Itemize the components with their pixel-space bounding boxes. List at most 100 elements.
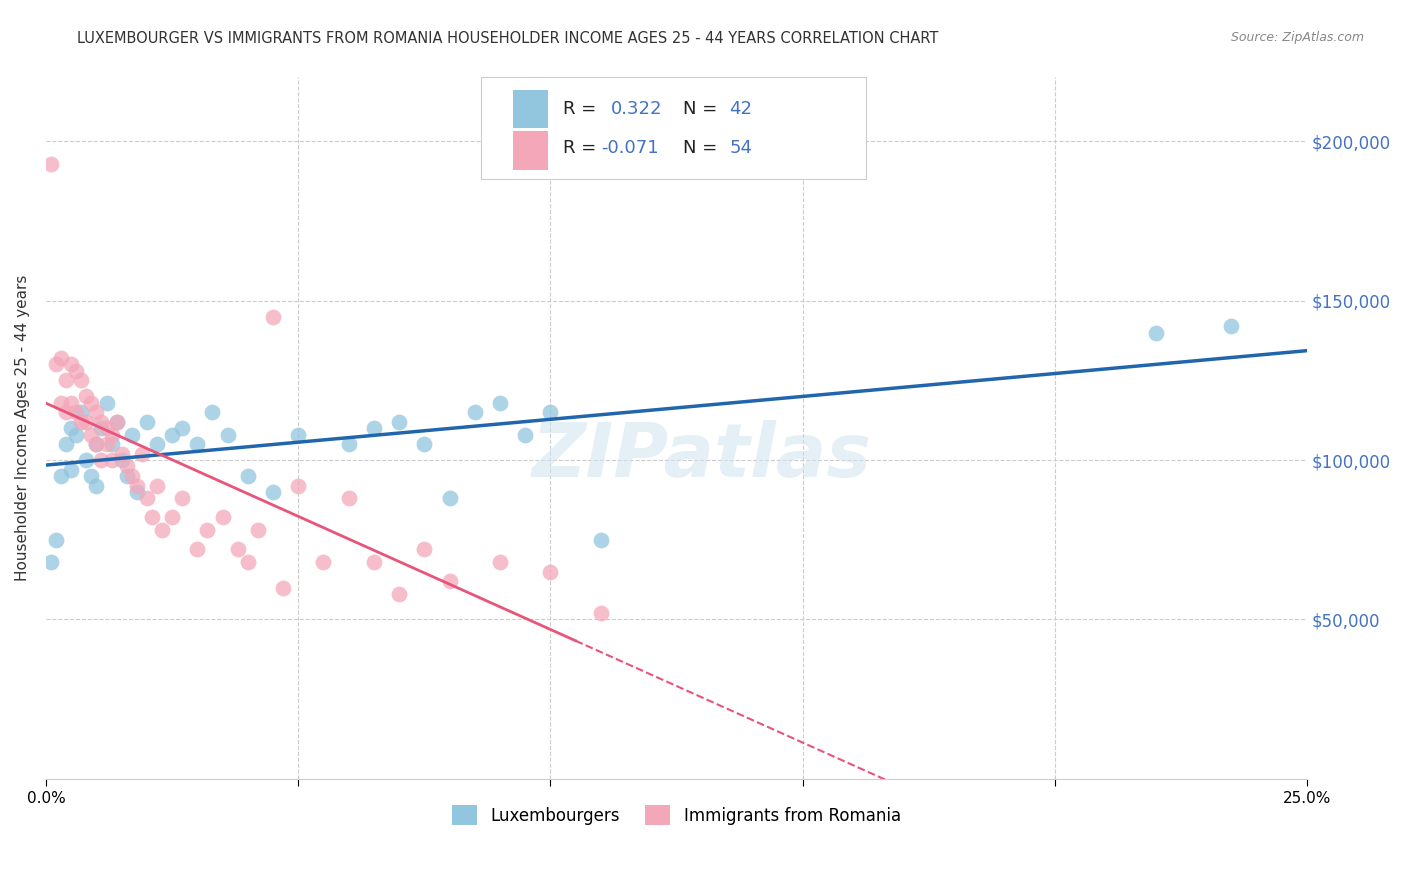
Point xyxy=(262,485,284,500)
FancyBboxPatch shape xyxy=(481,78,866,179)
Point xyxy=(60,358,83,372)
Point xyxy=(160,427,183,442)
Point xyxy=(55,437,77,451)
Point xyxy=(96,395,118,409)
Point xyxy=(135,491,157,506)
Text: LUXEMBOURGER VS IMMIGRANTS FROM ROMANIA HOUSEHOLDER INCOME AGES 25 - 44 YEARS CO: LUXEMBOURGER VS IMMIGRANTS FROM ROMANIA … xyxy=(77,31,939,46)
Text: N =: N = xyxy=(683,138,723,157)
Text: 54: 54 xyxy=(730,138,752,157)
Text: R =: R = xyxy=(562,138,602,157)
Point xyxy=(86,478,108,492)
Point xyxy=(90,415,112,429)
Point xyxy=(538,405,561,419)
Point xyxy=(236,555,259,569)
Point xyxy=(100,453,122,467)
Point xyxy=(146,437,169,451)
Point xyxy=(100,437,122,451)
Point xyxy=(160,510,183,524)
Point xyxy=(236,469,259,483)
Point xyxy=(489,555,512,569)
Point xyxy=(186,437,208,451)
Point xyxy=(131,447,153,461)
Point xyxy=(388,587,411,601)
Point xyxy=(489,395,512,409)
Point xyxy=(211,510,233,524)
Text: -0.071: -0.071 xyxy=(600,138,658,157)
Point xyxy=(121,469,143,483)
Point xyxy=(75,415,97,429)
Point xyxy=(80,427,103,442)
Point xyxy=(121,427,143,442)
Point xyxy=(86,437,108,451)
Point xyxy=(60,395,83,409)
Point xyxy=(111,453,134,467)
Point xyxy=(80,395,103,409)
Text: Source: ZipAtlas.com: Source: ZipAtlas.com xyxy=(1230,31,1364,45)
Point xyxy=(146,478,169,492)
Point xyxy=(589,533,612,547)
Point xyxy=(363,555,385,569)
Text: R =: R = xyxy=(562,100,602,118)
Point xyxy=(96,421,118,435)
Point xyxy=(49,395,72,409)
Point xyxy=(413,542,436,557)
Point xyxy=(100,427,122,442)
Point xyxy=(45,533,67,547)
Point xyxy=(60,462,83,476)
Point xyxy=(75,453,97,467)
Point xyxy=(439,574,461,589)
Point xyxy=(70,405,93,419)
FancyBboxPatch shape xyxy=(513,131,548,169)
Point xyxy=(115,469,138,483)
Point xyxy=(86,405,108,419)
Point xyxy=(86,437,108,451)
Point xyxy=(80,469,103,483)
Point xyxy=(172,421,194,435)
Point xyxy=(135,415,157,429)
Point xyxy=(1220,319,1243,334)
Point xyxy=(464,405,486,419)
FancyBboxPatch shape xyxy=(513,90,548,128)
Point xyxy=(388,415,411,429)
Point xyxy=(65,405,87,419)
Point xyxy=(39,156,62,170)
Point xyxy=(246,523,269,537)
Text: N =: N = xyxy=(683,100,723,118)
Point xyxy=(271,581,294,595)
Point xyxy=(312,555,335,569)
Point xyxy=(105,415,128,429)
Text: ZIPatlas: ZIPatlas xyxy=(531,420,872,492)
Point xyxy=(55,405,77,419)
Text: 42: 42 xyxy=(730,100,752,118)
Point xyxy=(515,427,537,442)
Point xyxy=(115,459,138,474)
Point xyxy=(96,437,118,451)
Point xyxy=(538,565,561,579)
Point xyxy=(90,453,112,467)
Point xyxy=(65,364,87,378)
Point xyxy=(65,427,87,442)
Point xyxy=(49,469,72,483)
Point xyxy=(262,310,284,324)
Point xyxy=(186,542,208,557)
Point xyxy=(150,523,173,537)
Text: 0.322: 0.322 xyxy=(612,100,662,118)
Point xyxy=(363,421,385,435)
Point xyxy=(70,415,93,429)
Point xyxy=(413,437,436,451)
Point xyxy=(60,421,83,435)
Point xyxy=(201,405,224,419)
Point xyxy=(197,523,219,537)
Legend: Luxembourgers, Immigrants from Romania: Luxembourgers, Immigrants from Romania xyxy=(444,797,908,834)
Point xyxy=(287,478,309,492)
Point xyxy=(55,373,77,387)
Point xyxy=(141,510,163,524)
Point xyxy=(217,427,239,442)
Point xyxy=(125,478,148,492)
Point xyxy=(111,447,134,461)
Point xyxy=(337,437,360,451)
Point xyxy=(45,358,67,372)
Y-axis label: Householder Income Ages 25 - 44 years: Householder Income Ages 25 - 44 years xyxy=(15,275,30,582)
Point xyxy=(439,491,461,506)
Point xyxy=(75,389,97,403)
